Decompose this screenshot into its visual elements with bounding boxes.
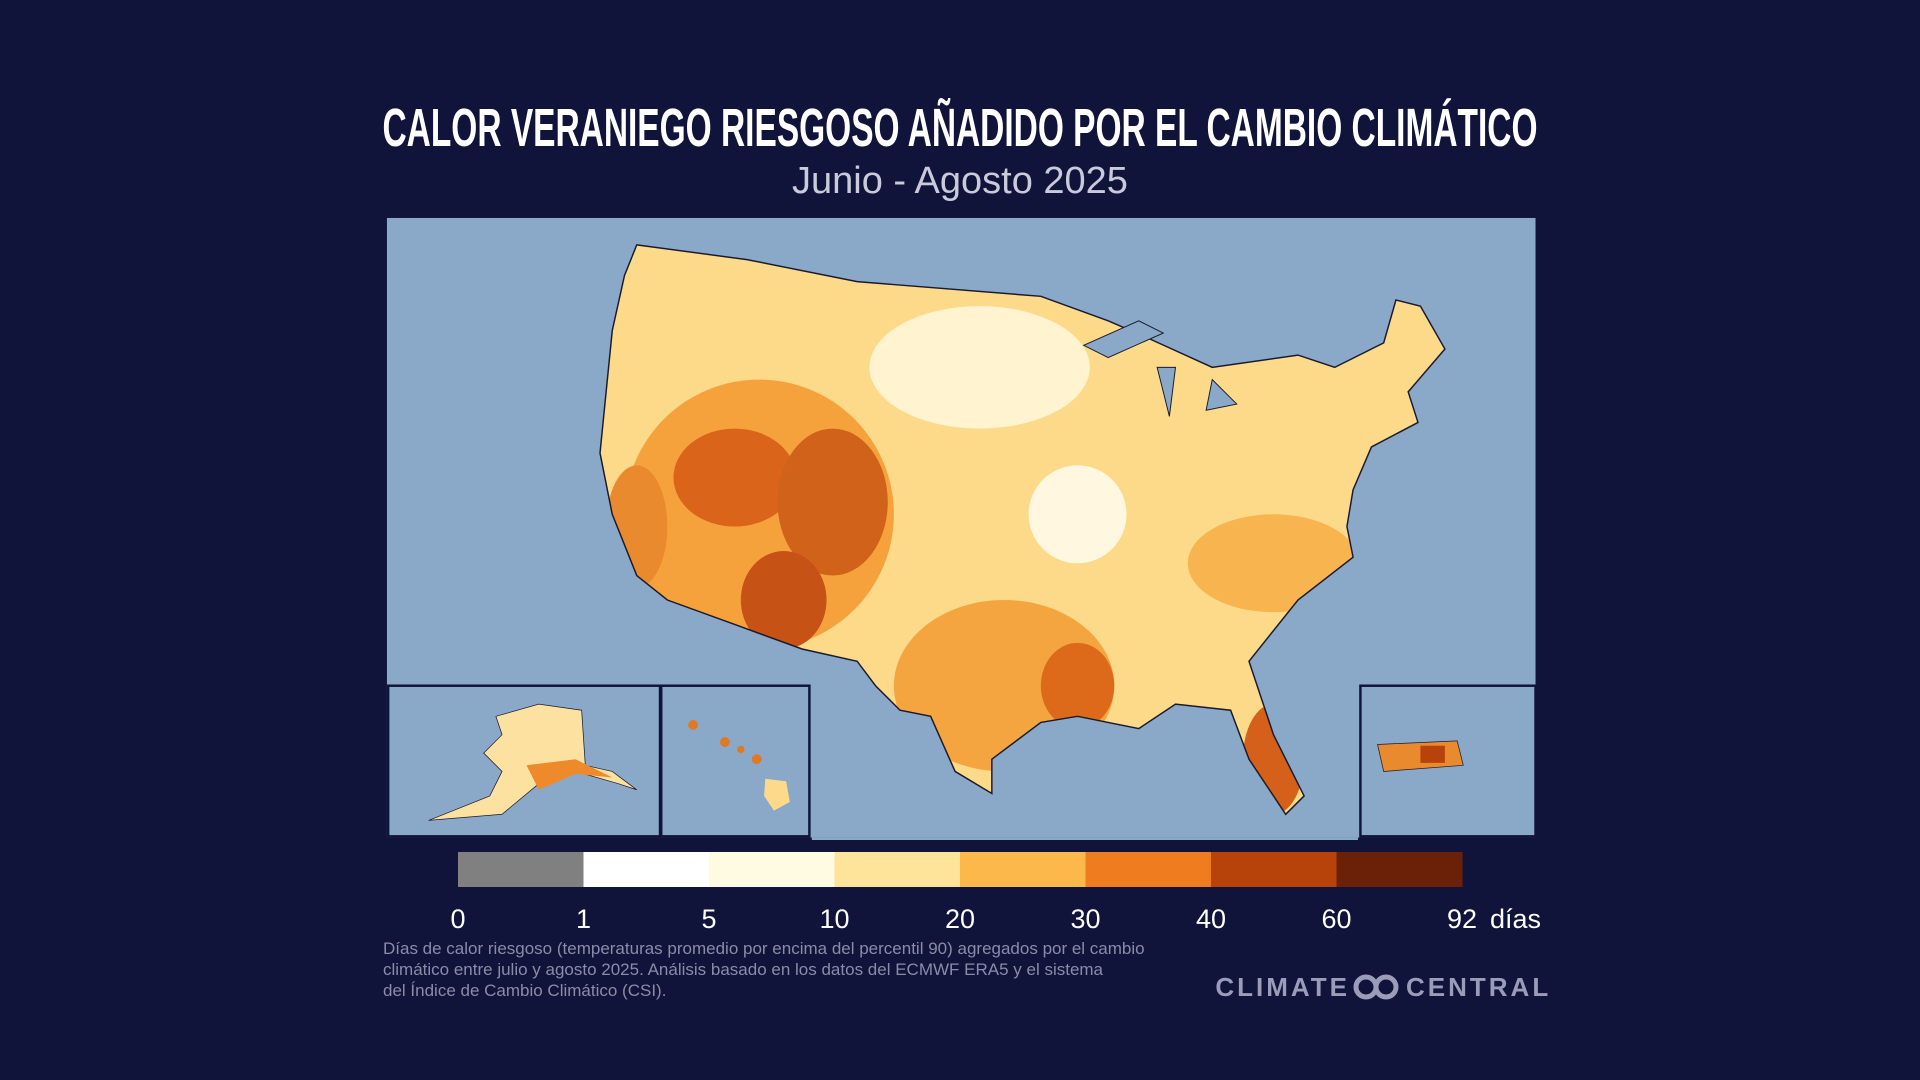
footnote-line: climático entre julio y agosto 2025. Aná… <box>383 960 1104 979</box>
legend-swatch <box>458 852 584 887</box>
legend-swatch <box>960 852 1086 887</box>
subtitle: Junio - Agosto 2025 <box>792 160 1128 202</box>
footnote: Días de calor riesgoso (temperaturas pro… <box>383 939 1145 1000</box>
legend-unit: días <box>1490 904 1541 934</box>
legend-tick-label: 20 <box>945 904 975 934</box>
legend-tick-label: 5 <box>701 904 716 934</box>
logo: CLIMATE CENTRAL <box>1215 972 1551 1002</box>
legend-swatch <box>1211 852 1337 887</box>
legend-tick-label: 30 <box>1070 904 1100 934</box>
legend-swatch <box>1336 852 1463 887</box>
title: CALOR VERANIEGO RIESGOSO AÑADIDO POR EL … <box>383 98 1538 158</box>
hawaii <box>688 720 790 811</box>
legend-swatch <box>834 852 961 887</box>
legend-swatch <box>709 852 835 887</box>
legend-tick-label: 40 <box>1196 904 1226 934</box>
legend-tick-label: 92 <box>1447 904 1477 934</box>
legend-tick-label: 10 <box>819 904 849 934</box>
footnote-line: del Índice de Cambio Climático (CSI). <box>383 981 666 1000</box>
logo-word: CENTRAL <box>1406 972 1551 1002</box>
great-lakes <box>1082 320 1238 417</box>
map <box>386 217 1537 841</box>
legend-tick-label: 0 <box>450 904 465 934</box>
legend-tick-label: 1 <box>576 904 591 934</box>
legend-tick-label: 60 <box>1321 904 1351 934</box>
legend: 0 1 5 10 20 30 40 60 92 días <box>450 852 1541 934</box>
footnote-line: Días de calor riesgoso (temperaturas pro… <box>383 939 1145 958</box>
logo-word: CLIMATE <box>1215 972 1350 1002</box>
hawaii-inset <box>660 684 811 838</box>
legend-swatch <box>583 852 710 887</box>
legend-swatch <box>1085 852 1212 887</box>
